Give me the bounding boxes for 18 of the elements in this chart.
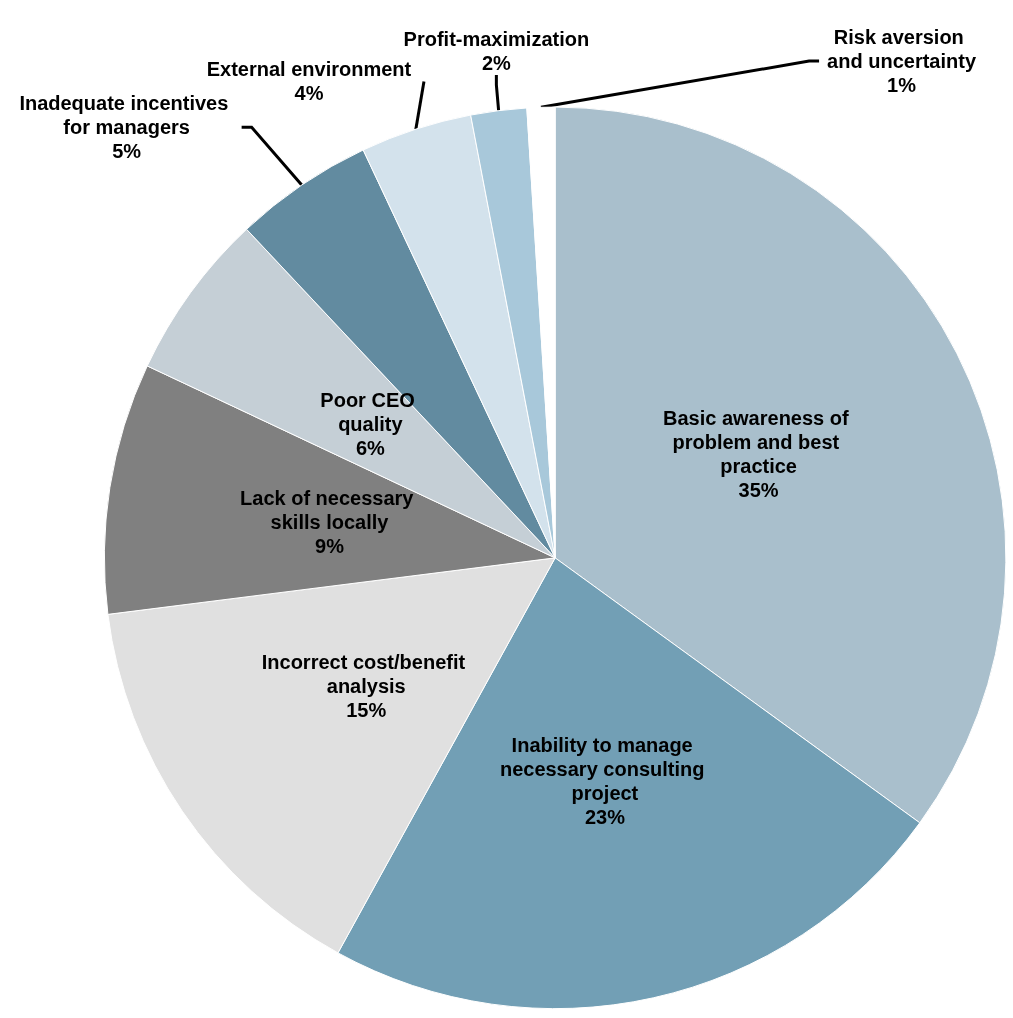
data-label: 1% bbox=[887, 74, 917, 97]
data-label: 15% bbox=[346, 699, 387, 722]
data-label: 6% bbox=[355, 436, 386, 459]
slice-label: Profit-maximization bbox=[403, 27, 590, 50]
data-label: 35% bbox=[738, 479, 779, 502]
slice-label: External environment bbox=[206, 58, 412, 81]
data-label: 9% bbox=[315, 535, 345, 558]
data-label: 2% bbox=[481, 51, 512, 74]
slice-label: Lack of necessary skills locally bbox=[240, 487, 420, 534]
slice-label: Incorrect cost/benefit analysis bbox=[261, 651, 471, 698]
data-label: 23% bbox=[584, 805, 626, 828]
slice-label: Risk aversion and uncertainty bbox=[827, 26, 977, 73]
data-label: 4% bbox=[294, 82, 324, 105]
data-label: 5% bbox=[112, 140, 142, 163]
slice-label: Inadequate incentives for managers bbox=[19, 92, 234, 139]
slice-label: Poor CEO quality bbox=[320, 388, 421, 435]
slice-label: Basic awareness of problem and best practice bbox=[663, 407, 855, 478]
slice-label: Inability to manage necessary consulting project bbox=[499, 733, 710, 804]
